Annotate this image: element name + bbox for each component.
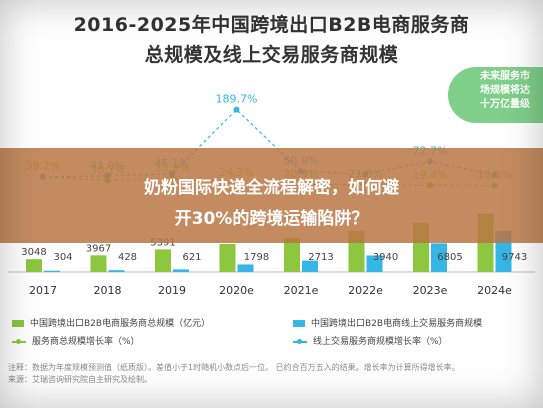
source-note-line-2: 来源：艾瑞咨询研究院自主研究及绘制。 (8, 375, 152, 384)
bar-label-online-2019: 621 (182, 252, 201, 263)
headline-line-2: 开30%的跨境运输陷阱？ (174, 209, 369, 229)
bar-label-online-2022e: 3940 (373, 252, 398, 263)
bar-label-total-2017: 3048 (21, 247, 46, 258)
forecast-bubble: 未来服务市 场规模将达 十万亿量级 (448, 67, 543, 123)
legend-item-online: 中国跨境出口B2B电商线上交易服务商规模 (293, 316, 482, 329)
bar-online-2020e (237, 264, 254, 272)
article-headline-banner[interactable]: 奶粉国际快递全流程解密，如何避 开30%的跨境运输陷阱？ (0, 148, 543, 243)
bubble-line-1: 未来服务市 (480, 71, 530, 82)
legend-item-online-growth: 线上交易服务商规模增长率（%） (293, 334, 448, 347)
bar-label-online-2023e: 6805 (437, 252, 462, 263)
legend-label-total: 中国跨境出口B2B电商服务商总规模（亿元） (30, 319, 211, 329)
x-tick-2018: 2018 (94, 284, 122, 297)
bar-total-2017 (26, 259, 42, 272)
bar-online-2019 (173, 269, 189, 272)
x-tick-2021e: 2021e (284, 284, 319, 297)
bar-online-2023e (431, 243, 447, 272)
bar-online-2021e (302, 260, 318, 272)
x-tick-2020e: 2020e (219, 284, 254, 297)
legend-swatch-total (12, 320, 24, 327)
bar-total-2021e (284, 237, 300, 272)
bubble-line-3: 十万亿量级 (480, 99, 530, 110)
bubble-line-2: 场规模将达 (480, 85, 530, 96)
bar-online-2018 (108, 270, 125, 272)
legend-item-total: 中国跨境出口B2B电商服务商总规模（亿元） (12, 316, 210, 329)
chart-source-note: 注释：数据为年度规模预测值（纸质版）。差值小于1时随机小数点后一位。 已约合百万… (8, 362, 533, 386)
legend-label-online-growth: 线上交易服务商规模增长率（%） (313, 337, 448, 347)
bar-label-total-2018: 3967 (86, 243, 111, 254)
bar-total-2019 (155, 249, 171, 272)
x-tick-2019: 2019 (158, 284, 186, 297)
legend-label-online: 中国跨境出口B2B电商线上交易服务商规模 (311, 319, 483, 329)
bar-total-2020e (219, 243, 236, 272)
chart-legend: 中国跨境出口B2B电商服务商总规模（亿元） 中国跨境出口B2B电商线上交易服务商… (0, 312, 543, 357)
legend-item-total-growth: 服务商总规模增长率（%） (12, 334, 140, 347)
x-tick-2017: 2017 (29, 284, 57, 297)
point-label-online-growth-2020e: 189.7% (216, 93, 258, 106)
x-tick-2022e: 2022e (348, 284, 383, 297)
headline-line-1: 奶粉国际快递全流程解密，如何避 (144, 178, 399, 198)
bar-label-online-2024e: 9743 (502, 252, 527, 263)
bar-total-2018 (90, 255, 107, 272)
chart-title: 2016-2025年中国跨境出口B2B电商服务商 (73, 14, 470, 36)
bar-label-online-2021e: 2713 (308, 252, 333, 263)
chart-subtitle: 总规模及线上交易服务商规模 (144, 44, 399, 66)
source-note-line-1: 注释：数据为年度规模预测值（纸质版）。差值小于1时随机小数点后一位。 已约合百万… (8, 363, 460, 372)
bar-label-online-2018: 428 (118, 252, 137, 263)
point-online-growth-2020e (233, 106, 240, 113)
legend-line-online-growth (293, 338, 307, 344)
bar-online-2017 (44, 270, 60, 272)
legend-swatch-online (293, 320, 305, 327)
bar-label-online-2020e: 1798 (244, 252, 269, 263)
x-tick-2024e: 2024e (477, 284, 512, 297)
legend-line-total-growth (12, 338, 26, 344)
legend-label-total-growth: 服务商总规模增长率（%） (32, 337, 140, 347)
bar-label-online-2017: 304 (53, 252, 72, 263)
x-tick-2023e: 2023e (413, 284, 448, 297)
bar-online-2022e (366, 255, 383, 272)
